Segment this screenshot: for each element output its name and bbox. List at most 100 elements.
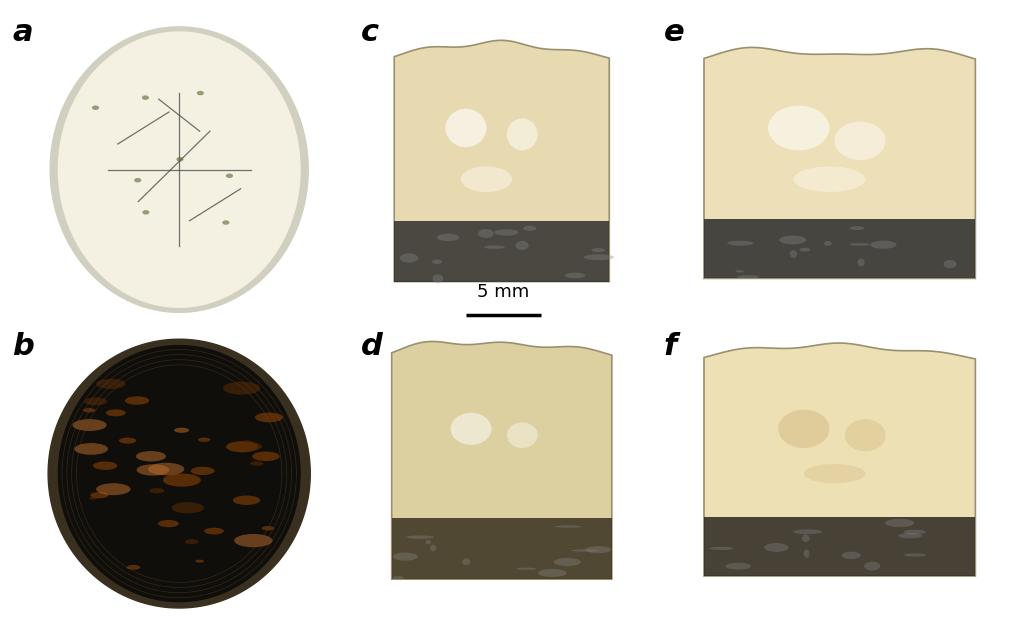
Ellipse shape — [399, 253, 418, 262]
Ellipse shape — [778, 410, 829, 448]
Ellipse shape — [232, 495, 260, 505]
Ellipse shape — [845, 419, 886, 451]
Ellipse shape — [802, 534, 810, 542]
Text: a: a — [12, 18, 33, 47]
Ellipse shape — [127, 565, 140, 570]
Text: f: f — [664, 332, 677, 360]
Ellipse shape — [226, 441, 258, 452]
Ellipse shape — [554, 558, 581, 566]
Ellipse shape — [432, 275, 443, 284]
Ellipse shape — [737, 275, 759, 279]
Ellipse shape — [105, 410, 126, 417]
Polygon shape — [58, 346, 300, 602]
Ellipse shape — [564, 273, 585, 278]
Ellipse shape — [250, 461, 263, 466]
Ellipse shape — [779, 236, 807, 244]
Ellipse shape — [90, 492, 109, 499]
Ellipse shape — [236, 442, 262, 451]
Ellipse shape — [119, 438, 136, 444]
Ellipse shape — [804, 550, 810, 558]
Ellipse shape — [432, 259, 441, 264]
Ellipse shape — [483, 246, 505, 249]
Ellipse shape — [196, 559, 204, 563]
Ellipse shape — [163, 474, 201, 486]
Ellipse shape — [495, 229, 518, 236]
Ellipse shape — [252, 452, 280, 461]
Ellipse shape — [710, 547, 733, 550]
Ellipse shape — [142, 210, 150, 214]
Ellipse shape — [790, 250, 797, 258]
Ellipse shape — [96, 379, 126, 389]
Ellipse shape — [885, 519, 914, 527]
Ellipse shape — [507, 118, 538, 150]
Polygon shape — [705, 47, 975, 278]
Ellipse shape — [437, 234, 460, 241]
Polygon shape — [391, 518, 612, 579]
Ellipse shape — [134, 178, 141, 182]
Ellipse shape — [768, 106, 829, 150]
Ellipse shape — [197, 91, 204, 95]
Ellipse shape — [141, 95, 148, 100]
Ellipse shape — [93, 461, 118, 470]
Ellipse shape — [764, 543, 788, 552]
Ellipse shape — [73, 419, 106, 431]
Ellipse shape — [478, 229, 494, 238]
Ellipse shape — [84, 397, 106, 405]
Ellipse shape — [462, 558, 470, 565]
Text: e: e — [664, 18, 684, 47]
Ellipse shape — [857, 259, 864, 266]
Ellipse shape — [451, 413, 492, 445]
Ellipse shape — [393, 552, 418, 561]
Ellipse shape — [222, 220, 229, 225]
Polygon shape — [705, 517, 975, 576]
Ellipse shape — [174, 428, 189, 433]
Ellipse shape — [794, 529, 822, 534]
Ellipse shape — [591, 248, 605, 252]
Ellipse shape — [125, 396, 150, 404]
Ellipse shape — [150, 488, 165, 493]
Ellipse shape — [185, 540, 199, 544]
Ellipse shape — [539, 569, 566, 577]
Ellipse shape — [425, 540, 431, 544]
Ellipse shape — [516, 241, 528, 250]
Polygon shape — [705, 220, 975, 278]
Ellipse shape — [555, 525, 582, 528]
Ellipse shape — [158, 520, 179, 527]
Ellipse shape — [898, 533, 922, 538]
Ellipse shape — [241, 440, 253, 445]
Ellipse shape — [516, 568, 536, 570]
Ellipse shape — [176, 157, 183, 161]
Polygon shape — [391, 342, 612, 579]
Ellipse shape — [903, 530, 926, 534]
Ellipse shape — [89, 497, 97, 500]
Ellipse shape — [234, 534, 272, 547]
Ellipse shape — [226, 173, 233, 178]
Polygon shape — [48, 339, 310, 608]
Ellipse shape — [943, 260, 956, 268]
Text: b: b — [12, 332, 34, 360]
Ellipse shape — [570, 549, 599, 552]
Ellipse shape — [204, 527, 224, 534]
Polygon shape — [705, 343, 975, 576]
Ellipse shape — [584, 254, 614, 260]
Ellipse shape — [835, 122, 886, 160]
Ellipse shape — [92, 106, 99, 110]
Ellipse shape — [586, 546, 611, 553]
Ellipse shape — [507, 422, 538, 448]
Ellipse shape — [407, 536, 434, 539]
Ellipse shape — [523, 226, 537, 231]
Polygon shape — [394, 221, 609, 282]
Ellipse shape — [727, 241, 754, 246]
Ellipse shape — [794, 166, 865, 192]
Ellipse shape — [392, 576, 404, 580]
Ellipse shape — [870, 241, 897, 249]
Ellipse shape — [735, 270, 743, 273]
Ellipse shape — [261, 526, 274, 531]
Ellipse shape — [136, 464, 169, 476]
Polygon shape — [58, 32, 300, 307]
Ellipse shape — [445, 109, 486, 147]
Text: c: c — [360, 18, 379, 47]
Ellipse shape — [430, 545, 436, 551]
Text: d: d — [360, 332, 382, 360]
Ellipse shape — [83, 408, 95, 412]
